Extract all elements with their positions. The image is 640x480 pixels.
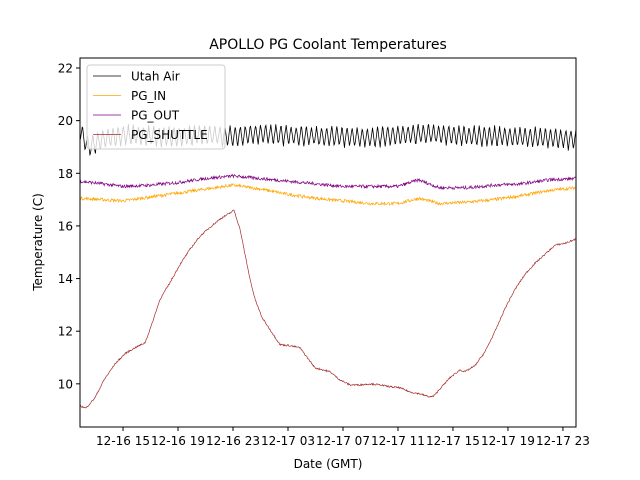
chart-title: APOLLO PG Coolant Temperatures [209, 37, 447, 53]
y-axis: 10 12 14 16 18 20 22 [58, 62, 80, 391]
x-tick-label: 12-17 07 [316, 434, 370, 448]
series-line-pg-in [80, 183, 576, 207]
y-tick-label: 10 [58, 377, 73, 391]
legend-label: PG_IN [131, 89, 166, 103]
y-tick-label: 18 [58, 167, 73, 181]
legend-label: PG_OUT [131, 109, 180, 123]
y-tick-label: 12 [58, 325, 73, 339]
x-tick-label: 12-16 19 [151, 434, 205, 448]
series-line-pg-shuttle [80, 209, 576, 409]
legend-label: PG_SHUTTLE [131, 128, 208, 142]
y-tick-label: 16 [58, 219, 73, 233]
legend-box [86, 64, 226, 150]
x-axis: 12-16 15 12-16 19 12-16 23 12-17 03 12-17 07… [96, 427, 590, 448]
y-tick-label: 20 [58, 114, 73, 128]
legend-label: Utah Air [131, 70, 180, 84]
x-tick-label: 12-17 15 [426, 434, 480, 448]
x-tick-label: 12-17 19 [481, 434, 535, 448]
y-axis-label: Temperature (C) [31, 193, 45, 292]
x-axis-label: Date (GMT) [294, 457, 363, 471]
series-line-pg-out [80, 173, 576, 190]
x-tick-label: 12-17 03 [261, 434, 315, 448]
x-tick-label: 12-16 23 [206, 434, 260, 448]
legend: Utah Air PG_IN PG_OUT PG_SHUTTLE [86, 64, 226, 150]
y-tick-label: 22 [58, 62, 73, 76]
axes-frame [79, 57, 577, 428]
x-tick-label: 12-17 23 [536, 434, 590, 448]
y-tick-label: 14 [58, 272, 73, 286]
x-tick-label: 12-16 15 [96, 434, 150, 448]
x-tick-label: 12-17 11 [371, 434, 425, 448]
